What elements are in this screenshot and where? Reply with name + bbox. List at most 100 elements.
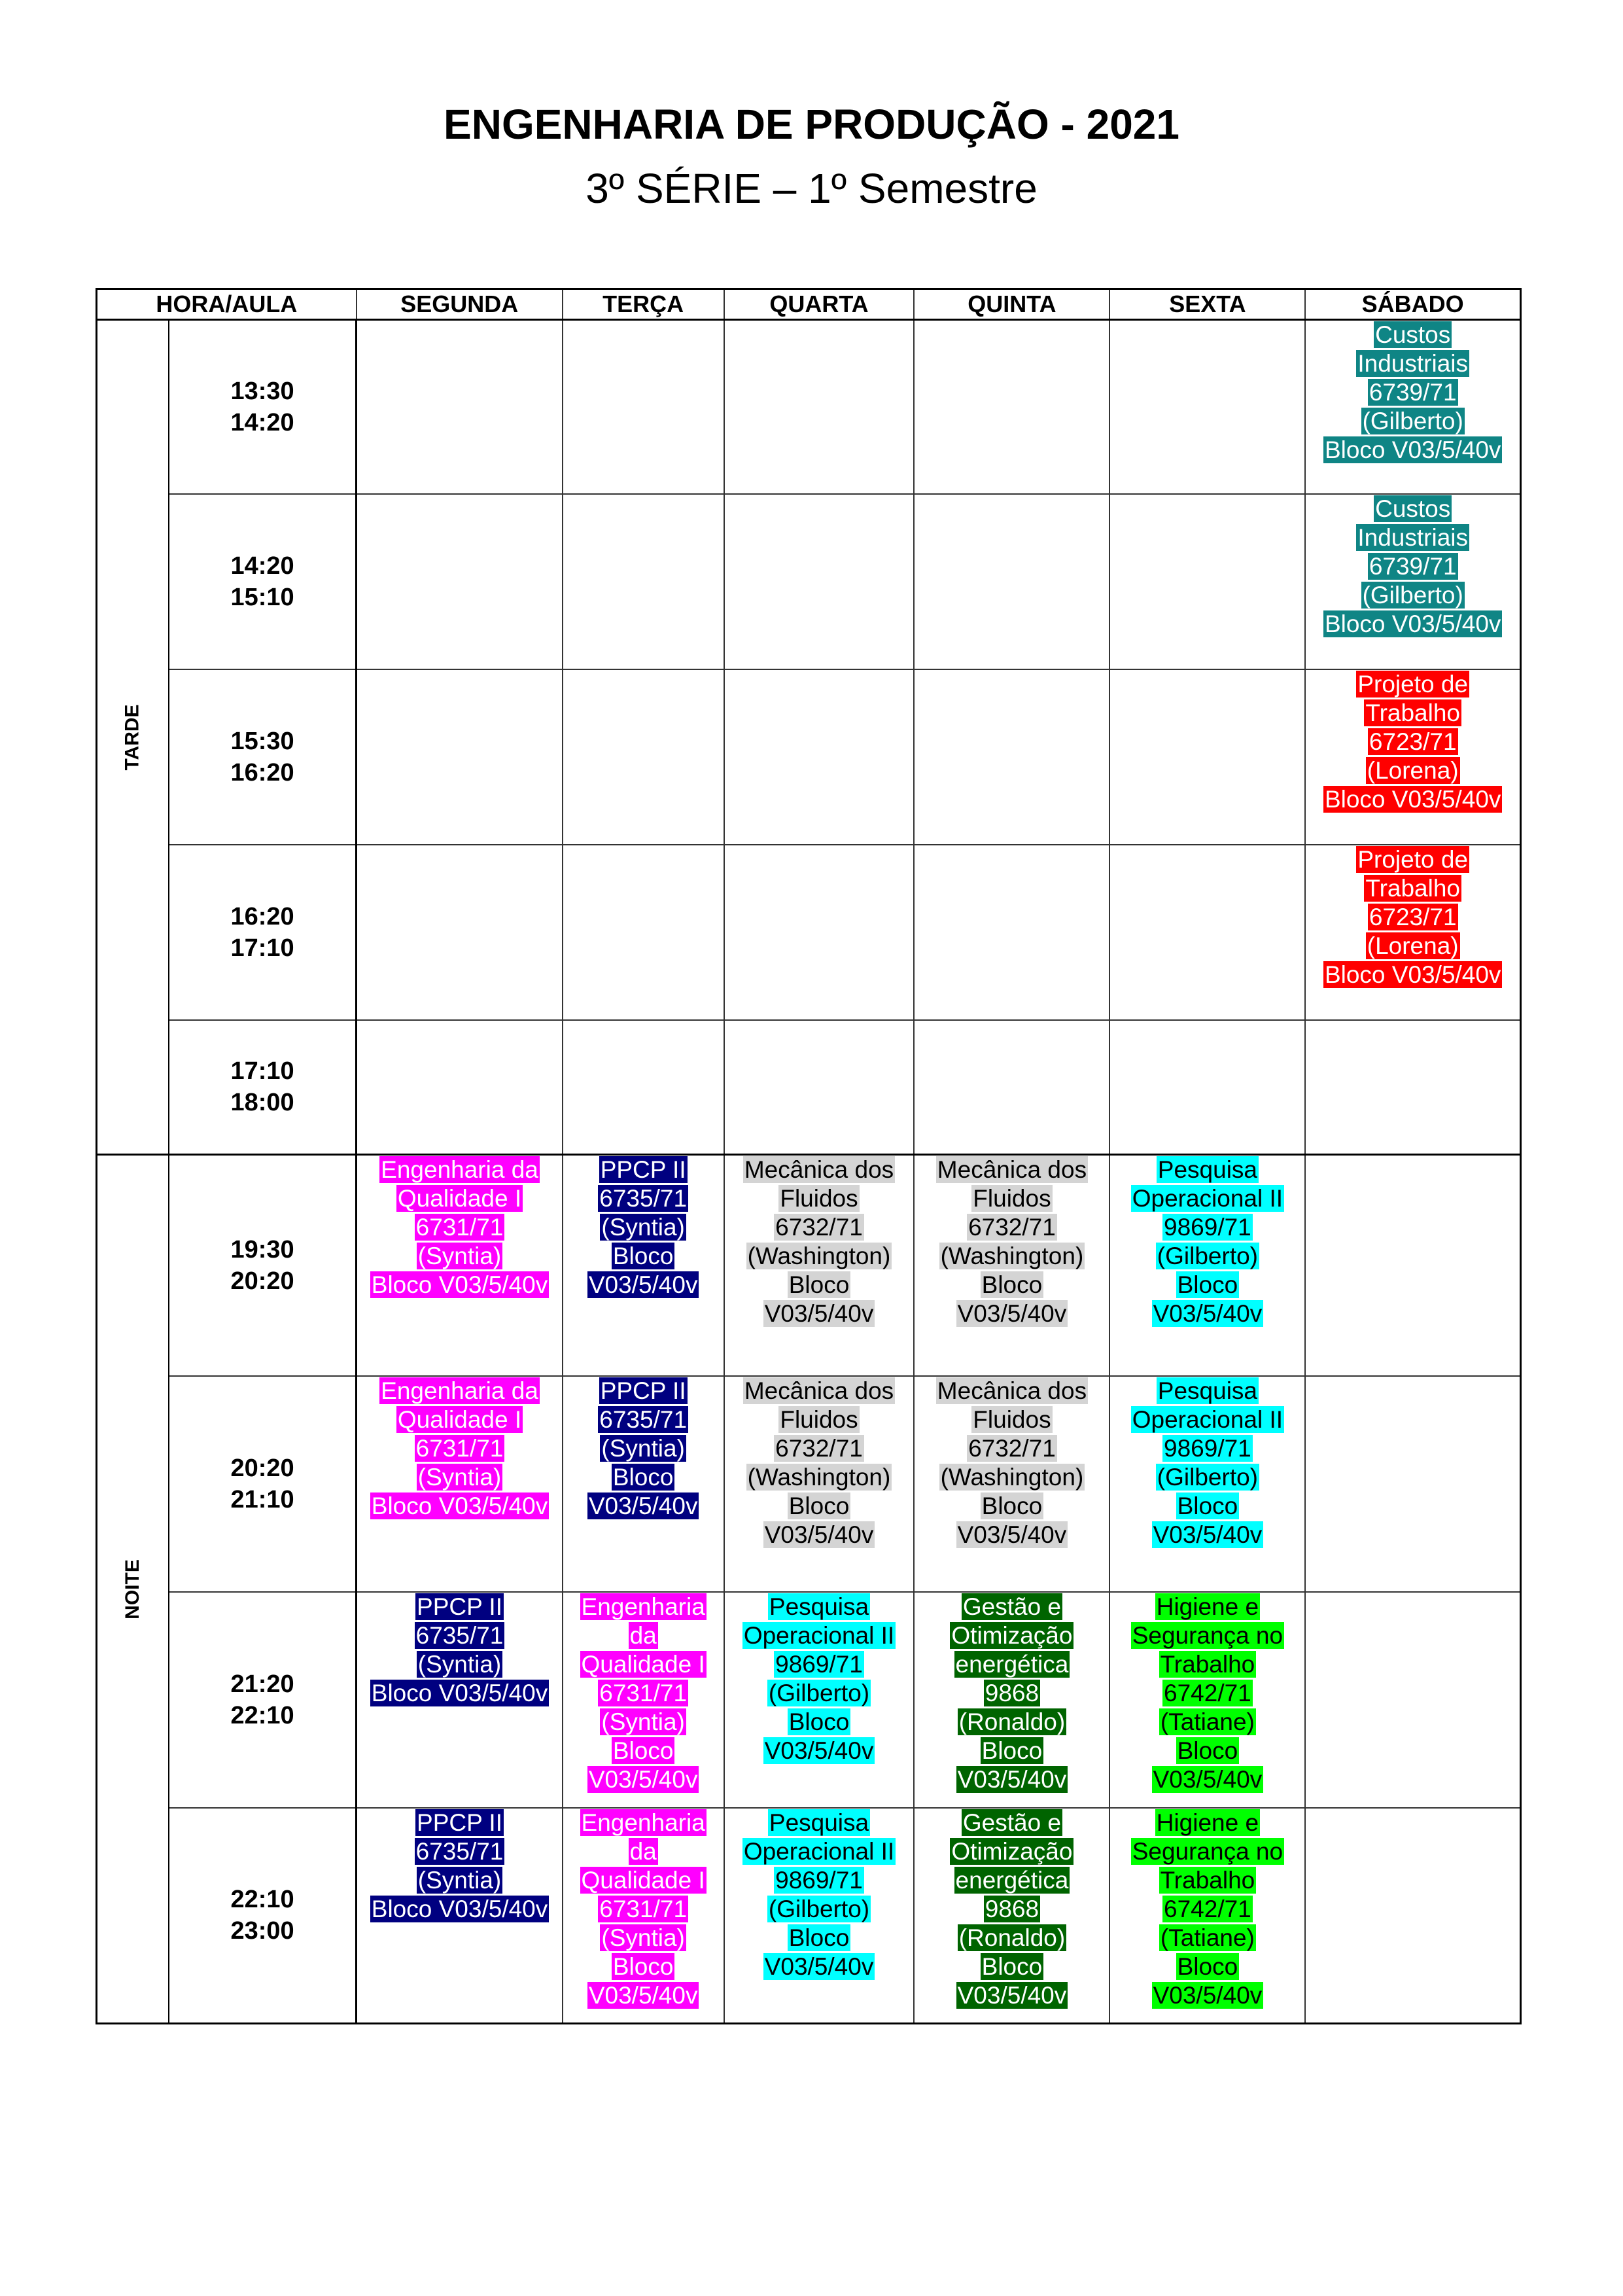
schedule-cell: PPCP II 6735/71 (Syntia) Bloco V03/5/40v (355, 1591, 563, 1809)
subject-line: 9868 (983, 1679, 1041, 1706)
subject-line: (Ronaldo) (957, 1924, 1067, 1951)
subject-line: Engenharia da (379, 1156, 540, 1183)
time-end: 20:20 (230, 1267, 294, 1295)
subject-line: V03/5/40v (1151, 1300, 1264, 1327)
schedule-cell (723, 493, 915, 670)
time-start: 19:30 (230, 1235, 294, 1263)
schedule-cell (1304, 1154, 1522, 1377)
time-slot: 21:20 22:10 (167, 1591, 358, 1809)
subject-line: Bloco (980, 1271, 1044, 1298)
subject-line: 9869/71 (1162, 1214, 1253, 1241)
schedule-cell (1109, 1019, 1306, 1156)
subject-line: 6732/71 (967, 1434, 1057, 1462)
schedule-cell (723, 843, 915, 1021)
subject-line: Bloco (1176, 1271, 1240, 1298)
subject-line: V03/5/40v (587, 1492, 699, 1519)
subject-entry: Pesquisa Operacional II 9869/71 (Gilberto) B… (1110, 1377, 1304, 1549)
subject-line: Bloco (611, 1243, 675, 1269)
schedule-row: TARDE 13:30 14:20 Custos Industriais 6739/71(… (96, 319, 1522, 1156)
subject-line: 6723/71 (1367, 728, 1458, 755)
subject-line: (Washington) (939, 1243, 1085, 1269)
subject-line: V03/5/40v (956, 1765, 1068, 1793)
subject-line: Bloco V03/5/40v (370, 1895, 550, 1922)
subject-entry: PPCP II 6735/71 (Syntia) Bloco V03/5/40v (357, 1809, 562, 1924)
schedule-cell (561, 493, 725, 670)
subject-line: Bloco (980, 1952, 1044, 1980)
schedule-cell: Custos Industriais 6739/71 (Gilberto) Bloco … (1304, 493, 1522, 670)
col-header-sabado: SÁBADO (1304, 288, 1522, 321)
subject-line: Fluidos (971, 1405, 1053, 1433)
subject-entry: Higiene e Segurança no Trabalho 6742/71 (Tat… (1110, 1593, 1304, 1794)
subject-line: 9869/71 (1162, 1434, 1253, 1462)
subject-line: Bloco V03/5/40v (1323, 785, 1503, 813)
schedule-row: 16:20 17:10 Projeto de Trabalho 6723/71 (Lore… (97, 843, 1522, 1021)
time-end: 21:10 (230, 1485, 294, 1513)
subject-line: Bloco V03/5/40v (1323, 961, 1503, 988)
schedule-cell: Projeto de Trabalho 6723/71 (Lorena) Bloco V… (1304, 843, 1522, 1021)
subject-line: Fluidos (778, 1185, 860, 1212)
subject-line: (Syntia) (416, 1243, 503, 1269)
subject-line: V03/5/40v (763, 1737, 875, 1764)
subject-line: 9869/71 (774, 1650, 864, 1678)
schedule-cell (913, 1019, 1111, 1156)
schedule-row: 22:10 23:00 PPCP II 6735/71 (Syntia) Bloco V0… (97, 1807, 1522, 2024)
subject-line: Bloco (611, 1952, 675, 1980)
schedule-cell (561, 668, 725, 845)
subject-line: Bloco (787, 1924, 851, 1951)
time-slot: 19:30 20:20 (167, 1154, 358, 1377)
time-start: 14:20 (230, 552, 294, 580)
schedule-cell (561, 1019, 725, 1156)
schedule-cell (913, 493, 1111, 670)
subject-line: Custos (1374, 495, 1452, 522)
subject-line: V03/5/40v (1151, 1765, 1264, 1793)
time-start: 20:20 (230, 1454, 294, 1482)
subject-line: Bloco (611, 1737, 675, 1764)
subject-line: V03/5/40v (956, 1521, 1068, 1548)
subject-line: Mecânica dos (742, 1377, 896, 1404)
subject-line: energética (954, 1650, 1070, 1678)
schedule-cell (913, 668, 1111, 845)
schedule-body: TARDE 13:30 14:20 Custos Industriais 6739/71(… (96, 319, 1522, 2024)
subject-entry: Custos Industriais 6739/71 (Gilberto) Bloco … (1306, 495, 1520, 639)
schedule-cell: Engenharia da Qualidade I 6731/71 (Syntia) B… (355, 1375, 563, 1593)
subject-line: (Syntia) (416, 1463, 503, 1491)
subject-line: (Gilberto) (1155, 1243, 1259, 1269)
subject-line: Qualidade I (580, 1866, 707, 1894)
subject-line: Bloco (611, 1463, 675, 1491)
subject-entry: PPCP II 6735/71 (Syntia) Bloco V03/5/40v (563, 1377, 724, 1521)
schedule-cell: Engenharia da Qualidade I 6731/71 (Syntia) B… (355, 1154, 563, 1377)
schedule-cell (355, 1019, 563, 1156)
schedule-cell: PPCP II 6735/71 (Syntia) Bloco V03/5/40v (561, 1375, 725, 1593)
subject-line: 6723/71 (1367, 903, 1458, 930)
time-end: 18:00 (230, 1089, 294, 1117)
time-end: 15:10 (230, 583, 294, 611)
subject-line: Bloco (787, 1492, 851, 1519)
subject-line: (Ronaldo) (957, 1708, 1067, 1735)
subject-line: Gestão e (961, 1593, 1063, 1620)
subject-line: Gestão e (961, 1809, 1063, 1836)
subject-line: Custos (1374, 321, 1452, 348)
subject-entry: Pesquisa Operacional II 9869/71 (Gilberto) B… (725, 1809, 914, 1981)
subject-line: V03/5/40v (587, 1765, 699, 1793)
subject-line: (Syntia) (416, 1650, 503, 1678)
schedule-cell: Higiene e Segurança no Trabalho 6742/71 (Tat… (1109, 1591, 1306, 1809)
subject-line: V03/5/40v (956, 1981, 1068, 2009)
subject-line: Bloco (1176, 1952, 1240, 1980)
subject-line: 6732/71 (774, 1434, 864, 1462)
subject-entry: Engenharia da Qualidade I 6731/71 (Syntia) Bl… (563, 1809, 724, 2010)
subject-entry: Custos Industriais 6739/71 (Gilberto) Bloco … (1306, 321, 1520, 465)
subject-line: 6731/71 (598, 1895, 689, 1922)
subject-entry: Higiene e Segurança no Trabalho 6742/71 (Tat… (1110, 1809, 1304, 2010)
time-slot: 20:20 21:10 (167, 1375, 358, 1593)
schedule-cell (913, 843, 1111, 1021)
subject-entry: Gestão e Otimização energética 9868 (Ronaldo… (915, 1593, 1109, 1794)
subject-line: Bloco (980, 1492, 1044, 1519)
subject-line: Trabalho (1364, 874, 1462, 902)
time-start: 13:30 (230, 377, 294, 405)
subject-line: PPCP II (415, 1809, 504, 1836)
subject-line: 6735/71 (598, 1185, 689, 1212)
subject-line: 6735/71 (414, 1621, 505, 1649)
subject-line: Pesquisa (1156, 1156, 1259, 1183)
subject-line: Higiene e (1155, 1809, 1261, 1836)
